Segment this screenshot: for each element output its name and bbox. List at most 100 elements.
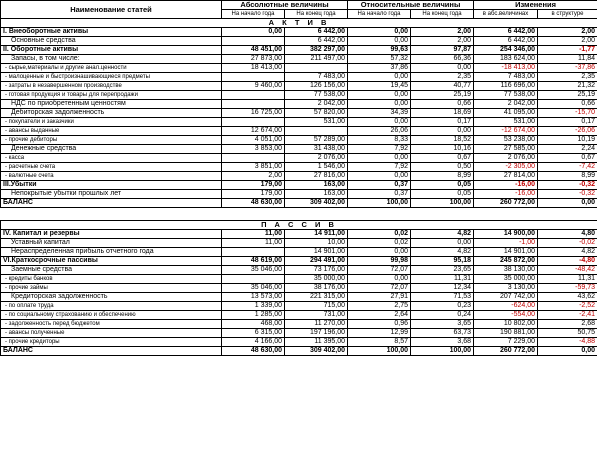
- row-value: 0,02: [347, 238, 412, 248]
- table-row: - готовая продукция и товары для перепро…: [0, 90, 597, 100]
- table-row: IV. Капитал и резервы 11,00 14 911,00 0,02 4…: [0, 229, 597, 239]
- row-value: 2,24: [537, 144, 597, 154]
- row-value: 100,00: [347, 198, 412, 208]
- row-value: 48 619,00: [221, 256, 285, 266]
- row-value: 8,99: [537, 171, 597, 181]
- table-row: - расчетные счета 3 851,00 1 546,00 7,92 0,5…: [0, 162, 597, 172]
- row-value: 0,17: [537, 117, 597, 127]
- row-value: 2,64: [347, 310, 412, 320]
- liabilities-title: П А С С И В: [0, 220, 597, 230]
- row-label: Уставный капитал: [0, 238, 222, 248]
- row-value: 2 076,00: [473, 153, 539, 163]
- row-value: 11,31: [410, 274, 475, 284]
- row-label: Дебиторская задолженность: [0, 108, 222, 118]
- assets-section-row: А К Т И В: [0, 18, 597, 28]
- row-value: 531,00: [283, 117, 349, 127]
- row-label: - покупатели и заказчики: [0, 117, 222, 127]
- row-value: [221, 117, 285, 127]
- row-value: 126 156,00: [283, 81, 349, 91]
- row-value: -1,77: [537, 45, 597, 55]
- row-label: - кредиты банков: [0, 274, 222, 284]
- row-value: 10,00: [283, 238, 349, 248]
- row-value: 19,45: [347, 81, 412, 91]
- row-value: 2,35: [537, 72, 597, 82]
- row-value: 0,00: [537, 346, 597, 356]
- row-value: -2 305,00: [473, 162, 539, 172]
- row-value: 27 814,00: [473, 171, 539, 181]
- row-label: БАЛАНС: [0, 346, 222, 356]
- spacer-row: [0, 207, 597, 221]
- row-value: 72,07: [347, 283, 412, 293]
- row-label: - касса: [0, 153, 222, 163]
- row-value: 18,69: [410, 108, 475, 118]
- row-value: 72,07: [347, 265, 412, 275]
- table-row: - авансы выданные 12 674,00 26,06 0,00 -12 6…: [0, 126, 597, 136]
- row-value: 57 820,00: [283, 108, 349, 118]
- row-label: IV. Капитал и резервы: [0, 229, 222, 239]
- row-value: 0,00: [347, 117, 412, 127]
- sub-start-abs: На начало года: [221, 9, 285, 19]
- row-value: 3 851,00: [221, 162, 285, 172]
- row-label: VI.Краткосрочные пассивы: [0, 256, 222, 266]
- row-value: 0,24: [410, 310, 475, 320]
- table-row: БАЛАНС 48 630,00 309 402,00 100,00 100,00 260…: [0, 346, 597, 356]
- row-value: 207 742,00: [473, 292, 539, 302]
- row-label: - задолженность перед бюджетом: [0, 319, 222, 329]
- row-value: 0,37: [347, 189, 412, 199]
- row-label: - прочие кредиторы: [0, 337, 222, 347]
- row-value: 77 538,00: [473, 90, 539, 100]
- table-row: - сырье,материалы и другие анал.ценности…: [0, 63, 597, 73]
- row-value: -624,00: [473, 301, 539, 311]
- row-value: 2,68: [537, 319, 597, 329]
- row-value: 163,00: [283, 180, 349, 190]
- row-value: 0,05: [410, 180, 475, 190]
- spacer-cell: [0, 207, 597, 221]
- row-value: 35 046,00: [221, 283, 285, 293]
- row-value: [221, 274, 285, 284]
- row-value: 57 289,00: [283, 135, 349, 145]
- row-value: 0,02: [347, 229, 412, 239]
- header-relative: Относительные величины: [347, 0, 475, 10]
- row-label: Нераспределенная прибыль отчетного года: [0, 247, 222, 257]
- row-value: 6 442,00: [473, 27, 539, 37]
- row-value: -0,02: [537, 238, 597, 248]
- row-value: 48 630,00: [221, 198, 285, 208]
- row-label: НДС по приобретенным ценностям: [0, 99, 222, 109]
- row-value: 38 176,00: [283, 283, 349, 293]
- table-row: Дебиторская задолженность 16 725,00 57 820…: [0, 108, 597, 118]
- row-value: 48 451,00: [221, 45, 285, 55]
- liabilities-section-row: П А С С И В: [0, 220, 597, 230]
- row-value: 0,37: [347, 180, 412, 190]
- row-value: 2 042,00: [473, 99, 539, 109]
- row-value: 0,05: [410, 189, 475, 199]
- row-value: 18 413,00: [221, 63, 285, 73]
- row-value: -18 413,00: [473, 63, 539, 73]
- row-value: 100,00: [410, 346, 475, 356]
- row-value: 10,19: [537, 135, 597, 145]
- row-value: [221, 247, 285, 257]
- row-value: 0,00: [347, 36, 412, 46]
- row-value: 0,00: [537, 198, 597, 208]
- row-label: - по социальному страхованию и обеспечен…: [0, 310, 222, 320]
- row-value: 26,06: [347, 126, 412, 136]
- row-value: 2,00: [410, 27, 475, 37]
- row-label: Основные средства: [0, 36, 222, 46]
- row-label: - готовая продукция и товары для перепро…: [0, 90, 222, 100]
- row-value: 1 285,00: [221, 310, 285, 320]
- table-row: Запасы, в том числе: 27 873,00 211 497,00 5…: [0, 54, 597, 64]
- row-value: 245 872,00: [473, 256, 539, 266]
- row-value: 6 442,00: [283, 27, 349, 37]
- row-value: 9 460,00: [221, 81, 285, 91]
- table-row: НДС по приобретенным ценностям 2 042,00 0,…: [0, 99, 597, 109]
- row-value: 99,98: [347, 256, 412, 266]
- row-label: I. Внеоборотные активы: [0, 27, 222, 37]
- row-value: 10 802,00: [473, 319, 539, 329]
- row-value: 0,00: [347, 72, 412, 82]
- row-value: 4 166,00: [221, 337, 285, 347]
- row-value: 35 000,00: [473, 274, 539, 284]
- row-value: 48 630,00: [221, 346, 285, 356]
- table-row: Кредиторская задолженность 13 573,00 221 3…: [0, 292, 597, 302]
- row-label: - авансы выданные: [0, 126, 222, 136]
- row-label: Непокрытые убытки прошлых лет: [0, 189, 222, 199]
- sub-start-rel: На начало года: [347, 9, 412, 19]
